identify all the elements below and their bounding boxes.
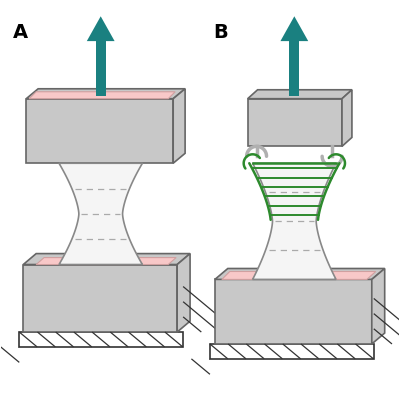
Polygon shape [222,271,376,279]
Polygon shape [248,99,342,147]
Polygon shape [253,163,336,279]
Polygon shape [23,254,190,265]
Polygon shape [248,90,352,99]
Polygon shape [26,99,173,163]
Polygon shape [23,265,177,332]
Polygon shape [210,344,374,359]
Polygon shape [342,90,352,147]
Polygon shape [59,163,142,265]
Polygon shape [36,258,176,265]
Polygon shape [173,89,185,163]
Polygon shape [177,254,190,332]
Polygon shape [29,92,175,99]
Polygon shape [26,89,185,99]
Polygon shape [215,269,385,279]
Polygon shape [280,16,308,41]
Text: B: B [213,23,228,42]
Polygon shape [215,279,372,344]
Polygon shape [372,269,385,344]
Text: A: A [13,23,28,42]
Polygon shape [96,41,106,96]
Polygon shape [87,16,115,41]
Polygon shape [19,332,183,347]
Polygon shape [289,41,299,96]
